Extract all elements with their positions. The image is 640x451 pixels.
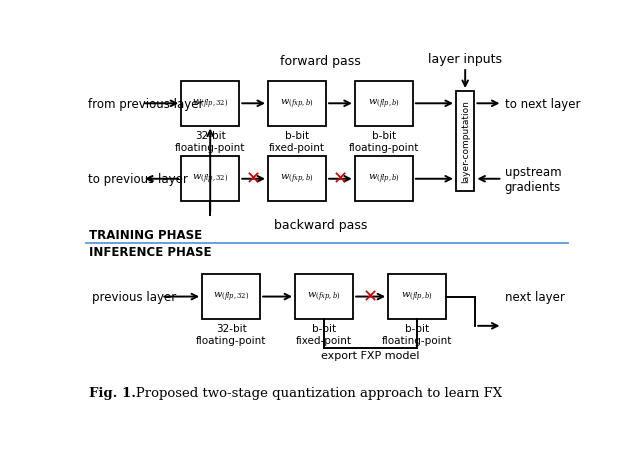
Text: INFERENCE PHASE: INFERENCE PHASE [90, 246, 212, 259]
Text: b-bit
floating-point: b-bit floating-point [349, 130, 419, 153]
Text: backward pass: backward pass [273, 218, 367, 231]
Text: b-bit
floating-point: b-bit floating-point [382, 323, 452, 346]
Bar [295, 275, 353, 319]
Text: Proposed two-stage quantization approach to learn FX: Proposed two-stage quantization approach… [123, 387, 502, 400]
Bar [181, 157, 239, 202]
Text: to next layer: to next layer [505, 97, 580, 110]
Text: ✕: ✕ [246, 170, 261, 189]
Text: b-bit
fixed-point: b-bit fixed-point [296, 323, 352, 346]
Bar [355, 82, 413, 126]
Bar [202, 275, 260, 319]
Text: 32-bit
floating-point: 32-bit floating-point [175, 130, 245, 153]
Text: b-bit
fixed-point: b-bit fixed-point [269, 130, 325, 153]
Text: $w_{(flp,b)}$: $w_{(flp,b)}$ [401, 290, 433, 304]
Text: 32-bit
floating-point: 32-bit floating-point [196, 323, 266, 346]
Bar [268, 82, 326, 126]
Bar [456, 92, 474, 192]
Text: $w_{(flp,32)}$: $w_{(flp,32)}$ [192, 97, 228, 110]
Text: ✕: ✕ [333, 170, 348, 189]
Text: $w_{(flp,32)}$: $w_{(flp,32)}$ [192, 173, 228, 186]
Text: ✕: ✕ [363, 288, 378, 306]
Text: $w_{(fxp,b)}$: $w_{(fxp,b)}$ [280, 97, 314, 110]
Text: Fig. 1.: Fig. 1. [90, 387, 136, 400]
Text: TRAINING PHASE: TRAINING PHASE [90, 228, 202, 241]
Text: previous layer: previous layer [92, 290, 176, 304]
Text: $w_{(flp,b)}$: $w_{(flp,b)}$ [368, 173, 400, 186]
Bar [388, 275, 446, 319]
Bar [355, 157, 413, 202]
Text: from previous layer: from previous layer [88, 97, 204, 110]
Text: $w_{(flp,32)}$: $w_{(flp,32)}$ [213, 290, 250, 304]
Bar [268, 157, 326, 202]
Bar [181, 82, 239, 126]
Text: $w_{(fxp,b)}$: $w_{(fxp,b)}$ [280, 173, 314, 186]
Text: export FXP model: export FXP model [321, 350, 420, 360]
Text: layer-computation: layer-computation [461, 101, 470, 183]
Text: next layer: next layer [505, 290, 564, 304]
Text: $w_{(flp,b)}$: $w_{(flp,b)}$ [368, 97, 400, 110]
Text: layer inputs: layer inputs [428, 53, 502, 66]
Text: upstream
gradients: upstream gradients [505, 166, 561, 193]
Text: $w_{(fxp,b)}$: $w_{(fxp,b)}$ [307, 290, 341, 304]
Text: to previous layer: to previous layer [88, 173, 188, 186]
Text: forward pass: forward pass [280, 55, 360, 68]
